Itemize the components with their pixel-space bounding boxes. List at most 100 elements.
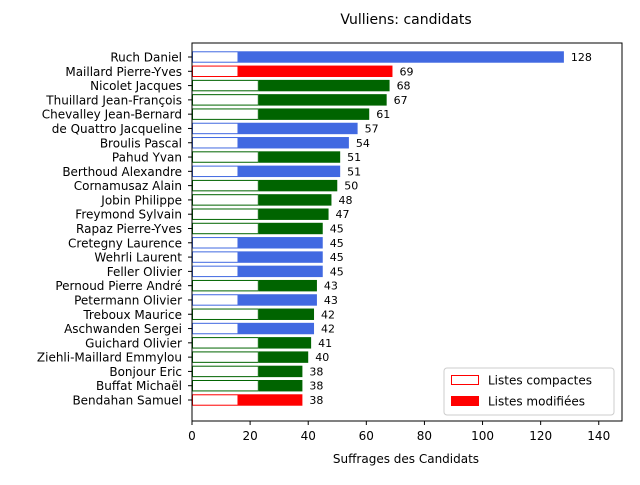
value-label: 42	[321, 308, 335, 321]
value-labels-group: 1286968676157545151504847454545454343424…	[309, 51, 591, 407]
candidate-label: Broulis Pascal	[100, 136, 182, 150]
legend-swatch-modified	[451, 396, 479, 406]
value-label: 128	[571, 51, 592, 64]
candidate-label: Buffat Michaël	[96, 379, 182, 393]
bar-compact	[192, 179, 259, 192]
candidate-label: Pahud Yvan	[112, 151, 182, 165]
candidate-label: Berthoud Alexandre	[62, 165, 182, 179]
candidate-label: Maillard Pierre-Yves	[65, 65, 182, 79]
bar-compact	[192, 79, 259, 92]
x-tick-label: 40	[301, 429, 316, 443]
legend: Listes compactes Listes modifiées	[443, 367, 615, 416]
bar-compact	[192, 65, 239, 78]
value-label: 38	[309, 394, 323, 407]
bar-modified	[238, 65, 393, 78]
bar-modified	[238, 237, 323, 249]
bar-modified	[258, 194, 332, 206]
bar-modified	[238, 122, 358, 135]
value-label: 45	[330, 237, 344, 250]
bar-modified	[238, 265, 323, 278]
bar-compact	[192, 151, 259, 163]
value-label: 43	[324, 280, 338, 293]
candidate-label: Thuillard Jean-François	[45, 93, 182, 107]
bar-modified	[238, 322, 315, 335]
x-tick-label: 80	[417, 429, 432, 443]
bar-compact	[192, 194, 259, 206]
candidate-label: Treboux Maurice	[82, 308, 182, 322]
candidate-label: de Quattro Jacqueline	[52, 122, 182, 136]
candidate-label: Cretegny Laurence	[68, 236, 182, 250]
value-label: 57	[365, 122, 379, 135]
x-tick-label: 140	[587, 429, 610, 443]
legend-box	[443, 367, 615, 416]
bar-compact	[192, 365, 259, 378]
bar-modified	[258, 308, 315, 320]
legend-swatch-compact	[451, 375, 479, 385]
bar-compact	[192, 351, 259, 363]
value-label: 61	[376, 108, 390, 121]
bar-compact	[192, 279, 259, 292]
bar-compact	[192, 337, 259, 349]
plot-frame	[191, 42, 623, 422]
bar-compact	[192, 237, 239, 249]
value-label: 51	[347, 165, 361, 178]
value-label: 42	[321, 323, 335, 336]
candidate-label: Ruch Daniel	[110, 51, 182, 65]
axes-group: 0 20 40 60 80 100 120 140	[188, 42, 623, 443]
bar-compact	[192, 137, 239, 149]
value-label: 68	[397, 80, 411, 93]
bar-modified	[238, 137, 349, 149]
bar-compact	[192, 294, 239, 306]
bar-modified	[258, 79, 390, 92]
bar-compact	[192, 108, 259, 120]
bar-modified	[258, 179, 338, 192]
value-label: 41	[318, 337, 332, 350]
bar-compact	[192, 222, 259, 235]
candidate-label: Cornamusaz Alain	[74, 179, 182, 193]
bar-compact	[192, 165, 239, 178]
chart-title: Vulliens: candidats	[340, 12, 471, 28]
bar-modified	[238, 165, 341, 178]
value-label: 40	[315, 351, 329, 364]
candidate-label: Guichard Olivier	[85, 336, 182, 350]
value-label: 38	[309, 365, 323, 378]
value-label: 48	[338, 194, 352, 207]
bar-compact	[192, 122, 239, 135]
bar-modified	[258, 365, 303, 378]
bar-compact	[192, 394, 239, 406]
value-label: 47	[336, 208, 350, 221]
x-tick-label: 120	[529, 429, 552, 443]
bar-modified	[258, 279, 317, 292]
bar-compact	[192, 265, 239, 278]
candidate-label: Ziehli-Maillard Emmylou	[37, 351, 182, 365]
bar-modified	[238, 394, 303, 406]
value-label: 45	[330, 223, 344, 236]
bar-compact	[192, 379, 259, 392]
legend-label: Listes modifiées	[488, 395, 585, 409]
bar-modified	[238, 251, 323, 263]
bar-compact	[192, 208, 259, 220]
bar-modified	[258, 222, 323, 235]
bars-group	[192, 51, 564, 406]
candidate-label: Nicolet Jacques	[90, 79, 182, 93]
bar-modified	[238, 294, 317, 306]
candidate-label: Petermann Olivier	[74, 293, 182, 307]
value-label: 45	[330, 265, 344, 278]
candidate-label: Chevalley Jean-Bernard	[42, 108, 182, 122]
bar-modified	[238, 51, 564, 63]
x-tick-label: 60	[359, 429, 374, 443]
legend-label: Listes compactes	[488, 374, 592, 388]
bar-modified	[258, 337, 312, 349]
value-label: 50	[344, 180, 358, 193]
x-tick-label: 20	[242, 429, 257, 443]
bar-compact	[192, 308, 259, 320]
bar-compact	[192, 51, 239, 63]
candidate-label: Wehrli Laurent	[94, 251, 182, 265]
bar-compact	[192, 251, 239, 263]
candidate-label: Aschwanden Sergei	[64, 322, 182, 336]
bar-modified	[258, 108, 370, 120]
bar-compact	[192, 322, 239, 335]
candidate-label: Bonjour Eric	[109, 365, 182, 379]
